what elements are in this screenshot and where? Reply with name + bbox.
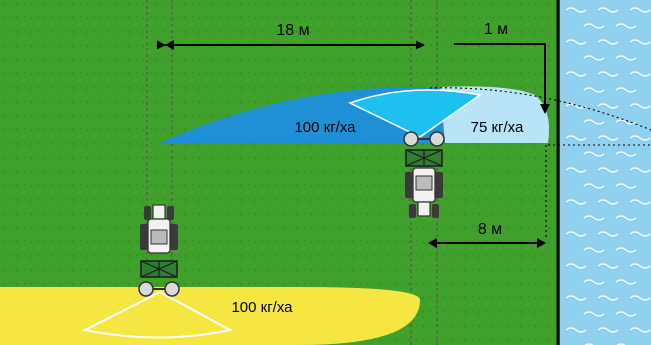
water-wave — [629, 135, 651, 141]
rate-border-label: 75 кг/ха — [471, 119, 524, 136]
headland-spread — [0, 287, 420, 345]
spreader-discs — [403, 131, 445, 147]
water-wave — [597, 231, 619, 237]
water-wave — [565, 199, 587, 205]
water-wave — [615, 215, 637, 221]
tractor-with-spreader-headland — [138, 204, 180, 297]
water-wave — [565, 327, 587, 333]
water-wave — [597, 71, 619, 77]
water-wave — [583, 119, 605, 125]
water-wave — [615, 119, 637, 125]
water-wave — [629, 263, 651, 269]
water-wave — [583, 247, 605, 253]
water-wave — [629, 7, 651, 13]
water-wave — [615, 87, 637, 93]
water-wave — [597, 135, 619, 141]
water-wave — [565, 135, 587, 141]
water-wave — [583, 87, 605, 93]
water-wave — [629, 199, 651, 205]
water-wave — [629, 295, 651, 301]
border-spread-pattern — [160, 86, 550, 143]
water-wave — [597, 7, 619, 13]
water-wave — [565, 167, 587, 173]
water-wave — [597, 39, 619, 45]
water-wave — [615, 55, 637, 61]
rate-headland-label: 100 кг/ха — [231, 299, 293, 316]
headland-offset-label: 8 м — [478, 221, 502, 238]
water-wave — [565, 71, 587, 77]
water-wave — [597, 263, 619, 269]
water-wave — [583, 279, 605, 285]
spreader-hopper — [140, 260, 178, 278]
water-wave — [615, 279, 637, 285]
water-wave — [615, 151, 637, 157]
water-wave — [583, 55, 605, 61]
water-wave — [565, 7, 587, 13]
rate-main-label: 100 кг/ха — [294, 119, 356, 136]
water-wave — [615, 183, 637, 189]
water-wave — [597, 167, 619, 173]
border-distance-label: 1 м — [484, 21, 508, 38]
water-wave — [597, 327, 619, 333]
water-wave — [565, 103, 587, 109]
water-wave — [584, 343, 594, 345]
water-wave — [629, 39, 651, 45]
tractor-with-spreader-border — [403, 131, 445, 218]
water-wave — [583, 215, 605, 221]
water-wave — [583, 151, 605, 157]
water-wave — [583, 311, 605, 317]
water-wave — [616, 343, 626, 345]
working-width-dimension: 18 м — [157, 22, 425, 50]
tractor-body — [405, 167, 443, 218]
spread-inner-area — [348, 89, 482, 138]
water-wave — [565, 295, 587, 301]
water-area — [560, 0, 651, 345]
border-distance-dimension: 1 м — [454, 21, 550, 114]
water-wave — [597, 103, 619, 109]
water-wave — [565, 263, 587, 269]
water-wave — [565, 39, 587, 45]
water-wave — [629, 231, 651, 237]
water-wave — [597, 199, 619, 205]
spreader-discs — [138, 281, 180, 297]
dotted-throw-lines — [429, 87, 651, 240]
spreader-hopper — [405, 149, 443, 167]
water-wave — [629, 167, 651, 173]
water-wave — [583, 23, 605, 29]
water-wave — [629, 327, 651, 333]
water-wave — [629, 103, 651, 109]
headland-offset-dimension: 8 м — [428, 221, 546, 248]
water-wave — [597, 295, 619, 301]
water-wave — [615, 247, 637, 253]
tractor-body — [140, 204, 178, 254]
water-wave — [583, 183, 605, 189]
working-width-label: 18 м — [276, 22, 309, 39]
water-wave — [615, 311, 637, 317]
water-wave — [615, 23, 637, 29]
water-wave — [629, 71, 651, 77]
water-wave — [565, 231, 587, 237]
